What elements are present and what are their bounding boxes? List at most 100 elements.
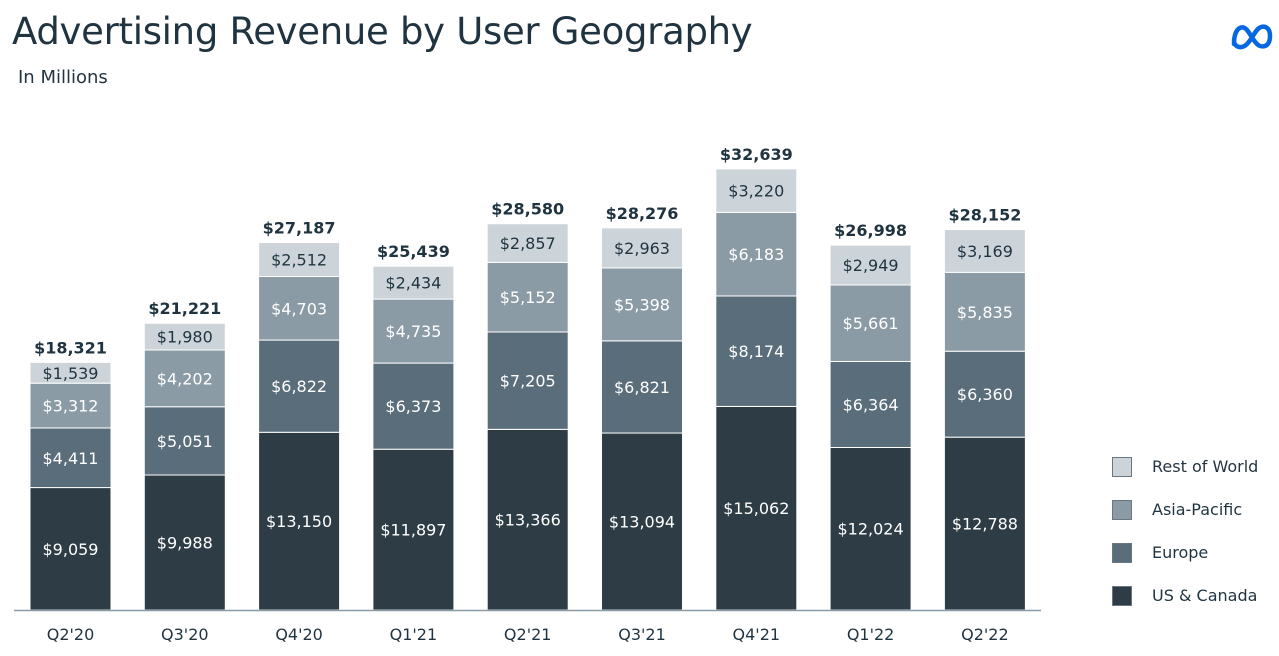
- data-label-asia-pacific: $4,703: [271, 299, 327, 318]
- data-label-rest-of-world: $3,169: [957, 242, 1013, 261]
- data-label-us-canada: $11,897: [380, 521, 446, 540]
- data-label-us-canada: $13,094: [609, 513, 675, 532]
- data-label-asia-pacific: $3,312: [43, 397, 99, 416]
- x-tick-label: Q2'20: [47, 625, 95, 644]
- page-title: Advertising Revenue by User Geography: [12, 10, 753, 53]
- bar-segment-us-canada: [372, 448, 455, 611]
- x-tick-label: Q1'22: [847, 625, 895, 644]
- data-label-europe: $8,174: [728, 342, 784, 361]
- bar-segment-europe: [372, 362, 455, 450]
- bar-segment-europe: [29, 427, 112, 489]
- data-label-europe: $6,364: [843, 395, 899, 414]
- data-label-rest-of-world: $1,980: [157, 328, 213, 347]
- bar-segment-rest-of-world: [486, 223, 569, 263]
- x-tick-label: Q3'20: [161, 625, 209, 644]
- data-label-asia-pacific: $5,835: [957, 303, 1013, 322]
- bar-segment-asia-pacific: [29, 382, 112, 429]
- data-label-asia-pacific: $5,398: [614, 295, 670, 314]
- total-label: $26,998: [834, 221, 907, 240]
- legend-swatch-rest-of-world: [1112, 457, 1132, 477]
- chart-legend: Rest of World Asia-Pacific Europe US & C…: [1112, 456, 1272, 628]
- bar-segment-asia-pacific: [943, 271, 1026, 352]
- x-tick-label: Q4'21: [733, 625, 781, 644]
- data-label-asia-pacific: $5,661: [843, 314, 899, 333]
- data-label-europe: $4,411: [43, 449, 99, 468]
- meta-infinity-icon: [1231, 24, 1273, 50]
- data-label-europe: $6,821: [614, 378, 670, 397]
- data-label-rest-of-world: $2,949: [843, 256, 899, 275]
- bar-segment-europe: [486, 331, 569, 430]
- total-label: $18,321: [34, 338, 107, 357]
- bar-segment-asia-pacific: [601, 267, 683, 342]
- total-label: $28,276: [606, 204, 679, 223]
- data-label-us-canada: $9,059: [43, 540, 99, 559]
- legend-item-us-canada: US & Canada: [1112, 585, 1272, 607]
- x-tick-label: Q3'21: [618, 625, 666, 644]
- data-label-europe: $7,205: [500, 372, 556, 391]
- data-label-asia-pacific: $6,183: [728, 245, 784, 264]
- bar-segment-rest-of-world: [943, 229, 1026, 273]
- total-label: $28,580: [491, 200, 564, 219]
- data-label-us-canada: $9,988: [157, 534, 213, 553]
- total-label: $21,221: [148, 299, 221, 318]
- x-tick-label: Q1'21: [390, 625, 438, 644]
- data-label-us-canada: $15,062: [723, 499, 789, 518]
- bar-segment-asia-pacific: [715, 211, 798, 297]
- bar-segment-asia-pacific: [143, 349, 226, 408]
- bar-segment-us-canada: [601, 432, 683, 611]
- legend-item-rest-of-world: Rest of World: [1112, 456, 1272, 478]
- data-label-us-canada: $12,788: [952, 515, 1018, 534]
- legend-swatch-asia-pacific: [1112, 500, 1132, 520]
- bar-segment-rest-of-world: [143, 322, 226, 351]
- legend-label-europe: Europe: [1152, 543, 1209, 562]
- data-label-rest-of-world: $1,539: [43, 364, 99, 383]
- legend-swatch-us-canada: [1112, 586, 1132, 606]
- data-label-rest-of-world: $2,963: [614, 239, 670, 258]
- bar-segment-asia-pacific: [486, 261, 569, 333]
- bar-segment-asia-pacific: [372, 298, 455, 364]
- data-label-us-canada: $13,150: [266, 512, 332, 531]
- bar-segment-us-canada: [943, 436, 1026, 611]
- x-tick-label: Q2'21: [504, 625, 552, 644]
- data-label-asia-pacific: $5,152: [500, 288, 556, 307]
- page-subtitle: In Millions: [18, 67, 108, 88]
- bar-segment-europe: [258, 339, 341, 433]
- data-label-rest-of-world: $2,857: [500, 234, 556, 253]
- data-label-us-canada: $12,024: [838, 520, 904, 539]
- bar-segment-rest-of-world: [715, 168, 798, 213]
- bar-segment-us-canada: [258, 431, 341, 611]
- bar-segment-europe: [829, 360, 912, 448]
- bar-segment-rest-of-world: [601, 227, 683, 269]
- legend-item-asia-pacific: Asia-Pacific: [1112, 499, 1272, 521]
- total-label: $32,639: [720, 145, 793, 164]
- bar-segment-rest-of-world: [258, 242, 341, 278]
- data-label-rest-of-world: $2,434: [385, 274, 441, 293]
- data-label-asia-pacific: $4,735: [385, 322, 441, 341]
- data-label-asia-pacific: $4,202: [157, 369, 213, 388]
- data-label-europe: $5,051: [157, 432, 213, 451]
- bar-segment-rest-of-world: [372, 265, 455, 300]
- x-tick-label: Q2'22: [961, 625, 1009, 644]
- data-label-us-canada: $13,366: [495, 511, 561, 530]
- total-label: $28,152: [948, 206, 1021, 225]
- bar-segment-europe: [715, 295, 798, 407]
- data-label-europe: $6,360: [957, 385, 1013, 404]
- bar-segment-rest-of-world: [29, 361, 112, 384]
- total-label: $27,187: [263, 219, 336, 238]
- x-tick-label: Q4'20: [275, 625, 323, 644]
- bar-segment-us-canada: [29, 487, 112, 611]
- stacked-bar-chart: $9,059 $4,411 $3,312 $1,539 $18,321 Q2'20 $9,9…: [14, 145, 1041, 644]
- bar-segment-us-canada: [829, 446, 912, 611]
- bar-segment-us-canada: [715, 405, 798, 611]
- data-label-rest-of-world: $2,512: [271, 251, 327, 270]
- bar-segment-europe: [601, 340, 683, 434]
- total-label: $25,439: [377, 242, 450, 261]
- legend-label-asia-pacific: Asia-Pacific: [1152, 500, 1243, 519]
- data-label-rest-of-world: $3,220: [728, 182, 784, 201]
- bar-segment-europe: [943, 350, 1026, 438]
- data-label-europe: $6,822: [271, 377, 327, 396]
- legend-swatch-europe: [1112, 543, 1132, 563]
- legend-item-europe: Europe: [1112, 542, 1272, 564]
- bar-segment-asia-pacific: [829, 284, 912, 362]
- legend-label-rest-of-world: Rest of World: [1152, 457, 1259, 476]
